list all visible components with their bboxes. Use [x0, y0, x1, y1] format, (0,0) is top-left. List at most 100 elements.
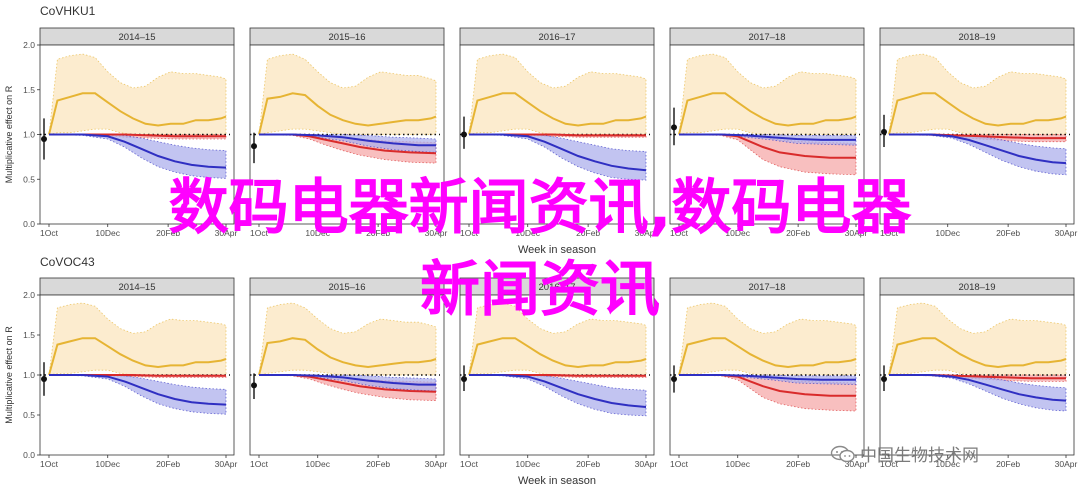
- x-tick-label: 20Feb: [366, 459, 390, 469]
- wechat-icon: [830, 445, 855, 462]
- panel-season-label: 2016–17: [539, 32, 576, 43]
- watermark-text: 中国生物技术网: [860, 446, 979, 466]
- x-tick-label: 10Dec: [935, 228, 960, 238]
- start-point: [671, 376, 677, 382]
- x-tick-label: 20Feb: [996, 459, 1020, 469]
- series-red-band: [678, 374, 857, 412]
- series-blue-line: [889, 133, 1067, 165]
- panel-201516: 2015–16 1Oct 10Dec 20Feb 30Apr: [249, 277, 448, 469]
- start-point: [881, 376, 887, 382]
- series-gold-line: [48, 92, 227, 135]
- panel-201415: 2014–15 1Oct 10Dec 20Feb 30Apr 0.0 0.5 1.0 1.5 2.…: [23, 27, 238, 238]
- start-point: [461, 376, 467, 382]
- series-blue-band: [468, 374, 647, 417]
- series-gold-band: [258, 302, 437, 376]
- series-gold-band: [48, 53, 227, 136]
- x-tick-label: 30Apr: [1055, 228, 1078, 238]
- series-blue-band: [259, 134, 437, 153]
- panel-201415: 2014–15 1Oct 10Dec 20Feb 30Apr 0.0 0.5 1.0 1.5 2.…: [23, 277, 238, 469]
- x-tick-label: 10Dec: [935, 459, 960, 469]
- series-red-band: [678, 134, 857, 176]
- series-blue-line: [679, 133, 856, 141]
- x-tick-label: 1Oct: [670, 228, 689, 238]
- series-gold-band: [48, 302, 227, 376]
- series-gold-line: [468, 92, 647, 135]
- x-tick-label: 20Feb: [576, 228, 600, 238]
- x-tick-label: 1Oct: [40, 228, 59, 238]
- series-blue-band: [48, 134, 227, 179]
- x-tick-label: 10Dec: [725, 228, 750, 238]
- x-tick-label: 1Oct: [880, 459, 899, 469]
- series-blue-band: [888, 134, 1067, 176]
- panel-season-label: 2018–19: [959, 282, 996, 293]
- x-tick-label: 1Oct: [250, 459, 269, 469]
- x-tick-label: 20Feb: [786, 459, 810, 469]
- panel-season-label: 2015–16: [329, 32, 366, 43]
- x-axis-title: Week in season: [518, 244, 596, 256]
- panel-season-label: 2016–17: [539, 282, 576, 293]
- series-gold-band: [468, 53, 647, 136]
- x-tick-label: 20Feb: [366, 228, 390, 238]
- x-tick-label: 1Oct: [880, 228, 899, 238]
- x-tick-label: 10Dec: [515, 459, 540, 469]
- series-gold-band: [258, 53, 437, 136]
- series-blue-line: [889, 374, 1067, 402]
- y-tick-label: 2.0: [23, 40, 35, 50]
- start-point: [41, 135, 47, 142]
- panel-201819: 2018–19 1Oct 10Dec 20Feb 30Apr: [879, 27, 1078, 238]
- figure-covoc43: CoVOC43 Multiplicative effect on R 2014–15…: [4, 255, 1078, 487]
- series-blue-line: [469, 374, 647, 408]
- series-gold-line: [888, 337, 1067, 376]
- panel-201617: 2016–17 1Oct 10Dec 20Feb 30Apr: [459, 27, 658, 238]
- panel-201617: 2016–17 1Oct 10Dec 20Feb 30Apr: [459, 277, 658, 469]
- panel-season-label: 2015–16: [329, 282, 366, 293]
- x-tick-label: 20Feb: [786, 228, 810, 238]
- x-tick-label: 20Feb: [156, 228, 180, 238]
- panel-season-label: 2014–15: [119, 32, 156, 43]
- series-gold-band: [678, 302, 857, 376]
- y-tick-label: 1.0: [23, 370, 35, 380]
- x-tick-label: 30Apr: [845, 459, 868, 469]
- start-point: [461, 131, 467, 138]
- series-gold-line: [258, 92, 437, 135]
- series-gold-band: [678, 53, 857, 136]
- figure-title: CoVOC43: [40, 255, 95, 269]
- figure-covhku1: CoVHKU1 Multiplicative effect on R 2014–15…: [4, 4, 1078, 256]
- x-tick-label: 30Apr: [425, 228, 448, 238]
- x-tick-label: 1Oct: [460, 459, 479, 469]
- x-tick-label: 20Feb: [996, 228, 1020, 238]
- panel-season-label: 2018–19: [959, 32, 996, 43]
- panel-201819: 2018–19 1Oct 10Dec 20Feb 30Apr: [879, 277, 1078, 469]
- start-point: [881, 128, 887, 135]
- y-tick-label: 2.0: [23, 290, 35, 300]
- x-tick-label: 1Oct: [40, 459, 59, 469]
- series-blue-band: [679, 374, 857, 386]
- x-tick-label: 10Dec: [95, 228, 120, 238]
- y-tick-label: 0.5: [23, 174, 35, 184]
- series-blue-line: [679, 374, 856, 381]
- y-tick-label: 0.0: [23, 450, 35, 460]
- panel-season-label: 2014–15: [119, 282, 156, 293]
- series-blue-band: [468, 134, 647, 181]
- x-tick-label: 10Dec: [95, 459, 120, 469]
- x-tick-label: 10Dec: [725, 459, 750, 469]
- x-tick-label: 30Apr: [845, 228, 868, 238]
- series-gold-line: [48, 337, 227, 376]
- overlay-headline-line-2: 新闻资讯: [420, 255, 660, 325]
- y-axis-title: Multiplicative effect on R: [4, 85, 14, 183]
- series-blue-line: [259, 374, 436, 386]
- series-blue-band: [888, 374, 1067, 412]
- x-tick-label: 30Apr: [635, 459, 658, 469]
- panel-201718: 2017–18 1Oct 10Dec 20Feb 30Apr: [669, 27, 868, 238]
- x-tick-label: 1Oct: [250, 228, 269, 238]
- series-gold-line: [888, 92, 1067, 135]
- y-tick-label: 1.5: [23, 330, 35, 340]
- series-gold-line: [678, 92, 857, 135]
- y-tick-label: 1.0: [23, 130, 35, 140]
- x-tick-label: 30Apr: [215, 228, 238, 238]
- y-tick-label: 0.0: [23, 219, 35, 229]
- y-tick-label: 1.5: [23, 85, 35, 95]
- start-point: [671, 124, 677, 131]
- series-blue-line: [49, 133, 227, 169]
- x-tick-label: 30Apr: [1055, 459, 1078, 469]
